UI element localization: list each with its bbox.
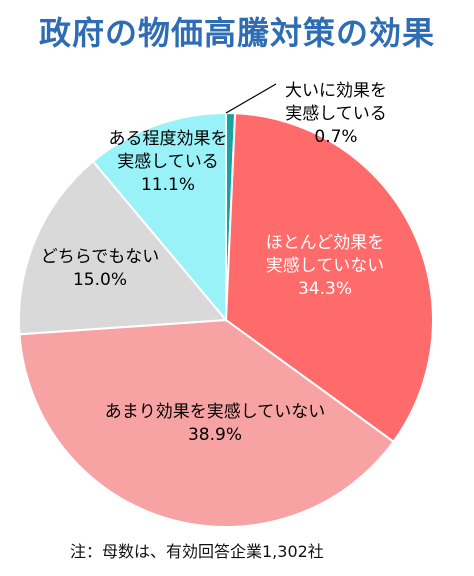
pie-labels: 大いに効果を実感している0.7%ほとんど効果を実感していない34.3%あまり効果…	[41, 81, 387, 445]
pie-slice-3	[18, 159, 229, 336]
chart-title: 政府の物価高騰対策の効果	[38, 14, 435, 52]
slice-value-label-1: 34.3%	[298, 279, 352, 299]
slice-category-label-0-1: 実感している	[285, 104, 387, 124]
slice-category-label-2-0: あまり効果を実感していない	[105, 402, 326, 422]
slice-category-label-4-0: ある程度効果を	[109, 129, 228, 149]
slice-value-label-2: 38.9%	[188, 425, 242, 445]
slice-category-label-3-0: どちらでもない	[41, 247, 160, 267]
pie-slices	[18, 111, 435, 528]
slice-category-label-1-0: ほとんど効果を	[266, 233, 385, 253]
slice-value-label-4: 11.1%	[141, 175, 195, 195]
slice-category-label-4-1: 実感している	[117, 152, 219, 172]
pie-slice-2	[18, 318, 395, 528]
slice-value-label-0: 0.7%	[314, 127, 357, 147]
slice-value-label-3: 15.0%	[73, 270, 127, 290]
leader-line	[225, 83, 277, 114]
slice-category-label-1-1: 実感していない	[266, 256, 385, 276]
pie-slice-1	[224, 112, 435, 444]
footnote: 注：母数は、有効回答企業1,302社	[70, 542, 324, 561]
slice-category-label-0-0: 大いに効果を	[285, 81, 387, 101]
pie-slice-4	[91, 111, 227, 323]
